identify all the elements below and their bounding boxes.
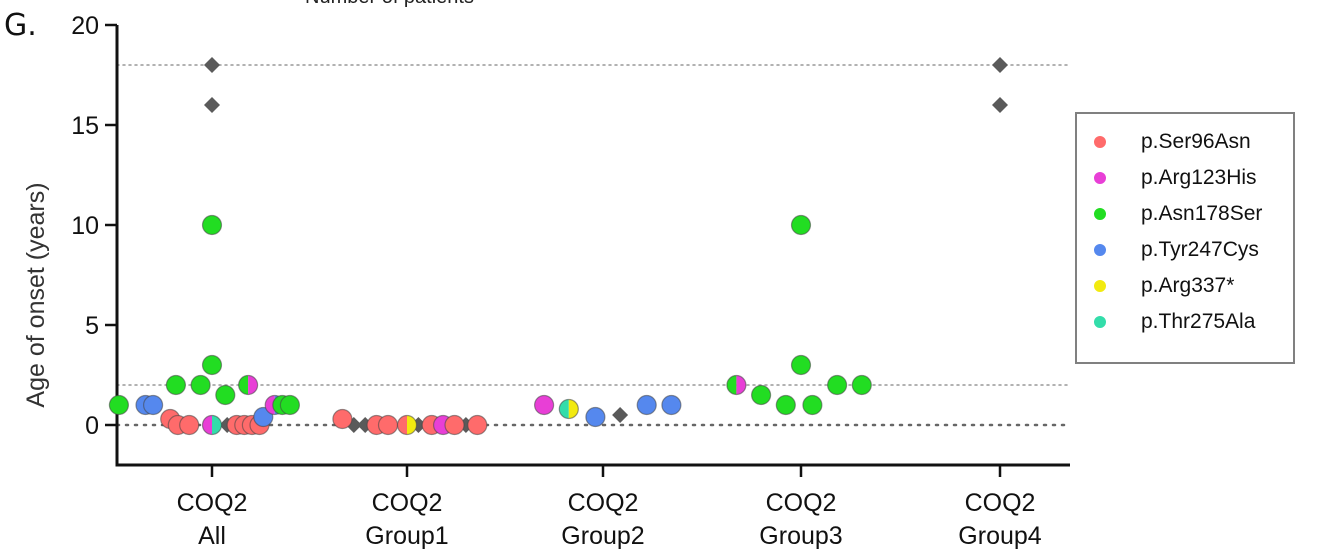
legend-label-asn178ser: p.Asn178Ser bbox=[1141, 202, 1263, 225]
data-point bbox=[826, 374, 848, 396]
data-point bbox=[332, 408, 353, 430]
data-point-right-half bbox=[568, 399, 579, 419]
data-point bbox=[190, 374, 211, 396]
data-point bbox=[143, 394, 164, 416]
data-point bbox=[201, 214, 223, 236]
data-point bbox=[215, 384, 236, 406]
legend-item-asn178ser: p.Asn178Ser bbox=[1077, 198, 1293, 232]
data-point-outline bbox=[726, 374, 747, 396]
y-tick-label: 5 bbox=[85, 312, 99, 340]
x-tick-label-line1: COQ2 bbox=[965, 489, 1036, 517]
y-tick-label: 0 bbox=[85, 412, 99, 440]
x-tick-label-line2: All bbox=[198, 522, 226, 550]
legend-swatch-tyr247cys bbox=[1094, 244, 1106, 256]
legend-item-arg337: p.Arg337* bbox=[1077, 270, 1293, 304]
y-tick-label: 10 bbox=[71, 212, 99, 240]
diamond-point bbox=[204, 97, 220, 113]
top-cut-text: Number of patients bbox=[305, 0, 474, 9]
data-point-outline bbox=[558, 398, 579, 420]
data-point bbox=[377, 414, 399, 436]
diamond-point bbox=[612, 407, 629, 423]
x-tick-label-line1: COQ2 bbox=[372, 489, 443, 517]
legend-item-arg123his: p.Arg123His bbox=[1077, 162, 1293, 196]
data-point bbox=[775, 394, 796, 416]
data-point bbox=[636, 394, 657, 416]
data-point bbox=[444, 414, 465, 436]
data-point bbox=[165, 374, 186, 396]
y-tick-label: 15 bbox=[71, 112, 99, 140]
data-point bbox=[108, 394, 130, 416]
diamond-point bbox=[992, 57, 1008, 73]
data-point bbox=[585, 406, 606, 428]
data-point-right-half bbox=[407, 415, 417, 435]
y-tick-label: 20 bbox=[71, 12, 99, 40]
data-point bbox=[790, 214, 812, 236]
x-tick-label-line2: Group3 bbox=[759, 522, 842, 550]
legend-label-arg123his: p.Arg123His bbox=[1141, 166, 1257, 189]
data-point-left-half bbox=[265, 395, 275, 415]
data-point bbox=[201, 354, 223, 376]
legend-swatch-ser96asn bbox=[1094, 136, 1106, 148]
data-point-left-half bbox=[202, 415, 212, 435]
panel-label: G. bbox=[4, 8, 37, 43]
legend-label-thr275ala: p.Thr275Ala bbox=[1141, 310, 1256, 333]
data-point-left-half bbox=[238, 375, 249, 395]
data-point-left-half bbox=[397, 415, 407, 435]
data-point-right-half bbox=[212, 415, 222, 435]
legend-label-tyr247cys: p.Tyr247Cys bbox=[1141, 238, 1259, 261]
data-point bbox=[790, 354, 812, 376]
data-point bbox=[661, 394, 682, 416]
legend-item-tyr247cys: p.Tyr247Cys bbox=[1077, 234, 1293, 268]
data-point bbox=[533, 394, 555, 416]
data-point-left-half bbox=[559, 399, 569, 419]
y-axis-title: Age of onset (years) bbox=[22, 182, 50, 407]
data-point bbox=[750, 384, 772, 406]
data-point bbox=[851, 374, 872, 396]
legend: p.Ser96Asn p.Arg123His p.Asn178Ser p.Tyr… bbox=[1075, 112, 1295, 364]
legend-label-arg337: p.Arg337* bbox=[1141, 274, 1235, 297]
x-tick-label-line2: Group1 bbox=[365, 522, 448, 550]
legend-swatch-arg337 bbox=[1094, 280, 1106, 292]
data-point-left-half bbox=[726, 375, 737, 395]
legend-item-thr275ala: p.Thr275Ala bbox=[1077, 306, 1293, 340]
data-point bbox=[802, 394, 823, 416]
legend-label-ser96asn: p.Ser96Asn bbox=[1141, 130, 1251, 153]
legend-swatch-arg123his bbox=[1094, 172, 1106, 184]
data-point-outline bbox=[238, 374, 259, 396]
data-point bbox=[467, 414, 488, 436]
x-tick-label-line1: COQ2 bbox=[177, 489, 248, 517]
data-point bbox=[279, 394, 300, 416]
data-point-right-half bbox=[248, 375, 258, 395]
x-tick-label-line1: COQ2 bbox=[568, 489, 639, 517]
x-tick-label-line2: Group2 bbox=[561, 522, 644, 550]
legend-item-ser96asn: p.Ser96Asn bbox=[1077, 126, 1293, 160]
legend-swatch-thr275ala bbox=[1094, 316, 1106, 328]
x-tick-label-line1: COQ2 bbox=[766, 489, 837, 517]
data-point-outline bbox=[201, 414, 223, 436]
x-tick-label-line2: Group4 bbox=[958, 522, 1041, 550]
diamond-point bbox=[992, 97, 1008, 113]
data-point bbox=[179, 414, 200, 436]
data-point-outline bbox=[396, 414, 418, 436]
diamond-point bbox=[204, 57, 220, 73]
data-point-right-half bbox=[736, 375, 746, 395]
legend-swatch-asn178ser bbox=[1094, 208, 1106, 220]
